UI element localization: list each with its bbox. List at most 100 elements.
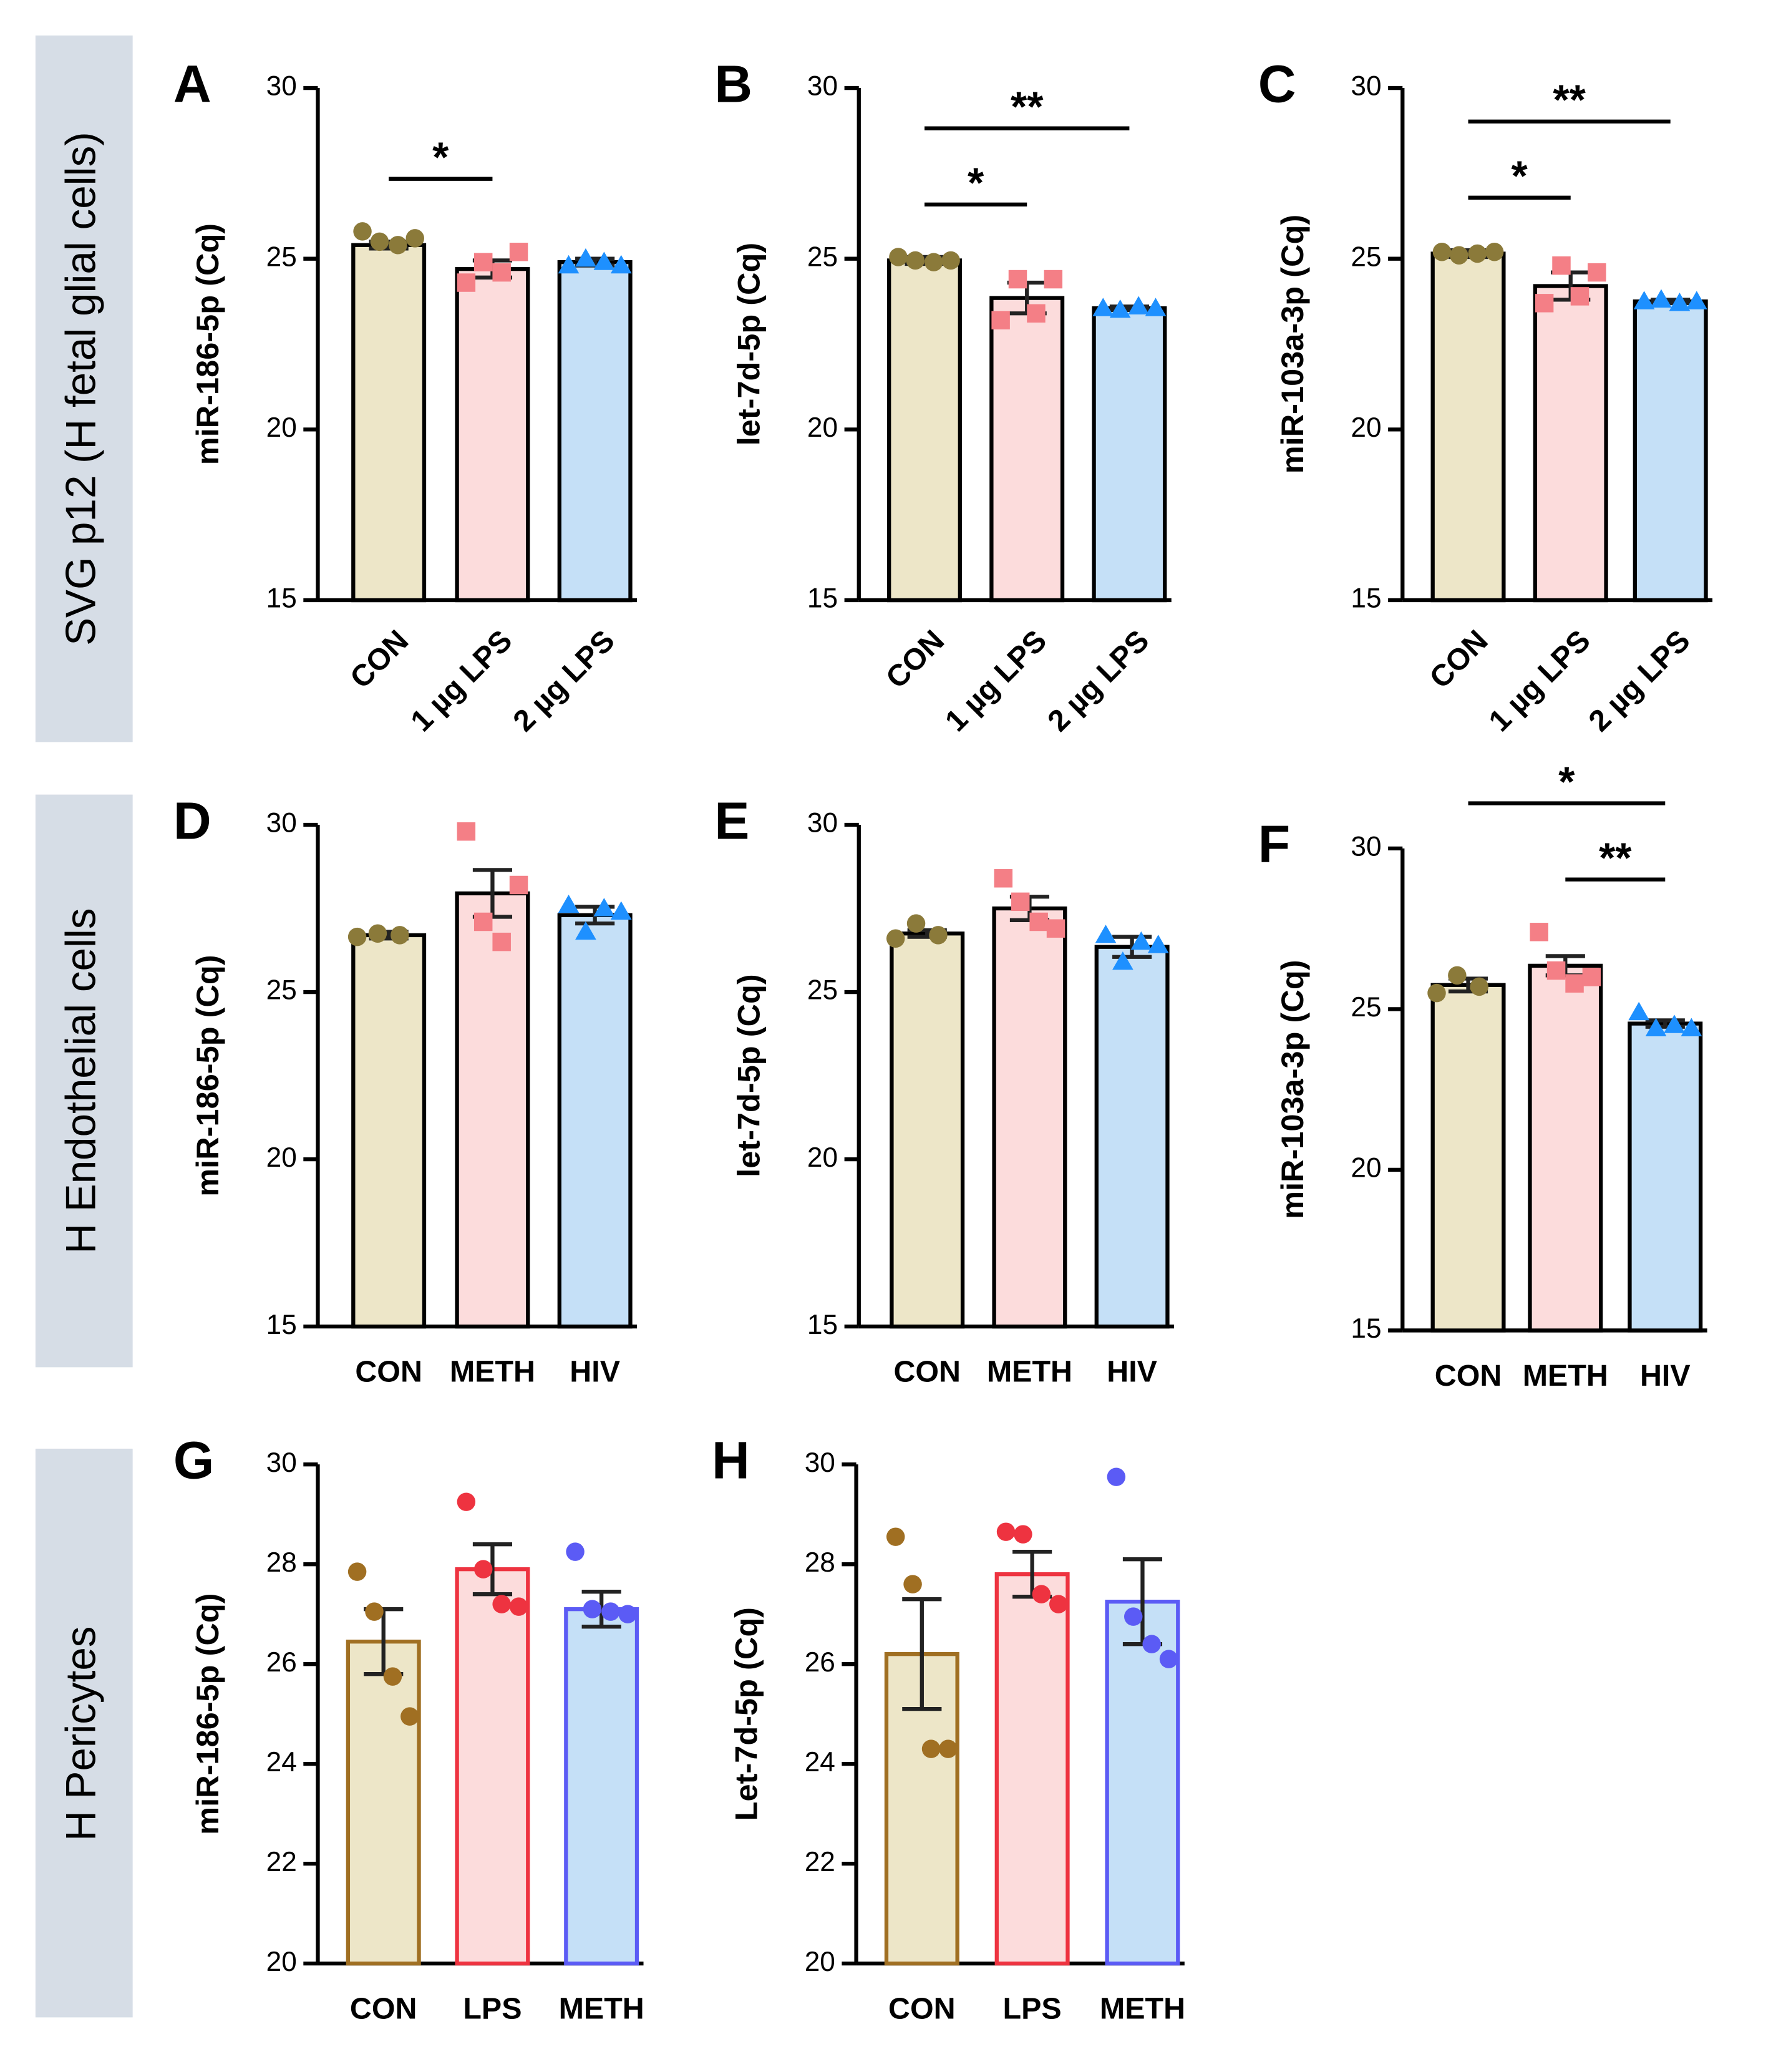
data-point <box>405 229 424 248</box>
data-point <box>903 1575 922 1593</box>
data-point <box>1027 304 1046 323</box>
data-point <box>347 927 367 946</box>
data-point <box>1109 299 1131 318</box>
bar <box>1094 945 1170 1329</box>
row-label: SVG p12 (H fetal glial cells) <box>58 132 105 646</box>
data-point <box>886 929 905 948</box>
data-point <box>457 1492 476 1511</box>
data-point <box>1159 1650 1178 1668</box>
data-point <box>492 1595 511 1613</box>
y-tick-label: 15 <box>807 583 838 614</box>
significance-label: * <box>968 160 984 207</box>
y-tick-label: 25 <box>1351 992 1381 1023</box>
x-tick-label: CON <box>355 1355 422 1389</box>
y-axis-label: miR-103a-3p (Cq) <box>1274 215 1310 474</box>
data-point <box>368 924 387 943</box>
y-axis-label: let-7d-5p (Cq) <box>730 243 766 446</box>
data-point <box>389 236 407 255</box>
data-point <box>1448 966 1467 985</box>
data-point <box>1147 935 1169 953</box>
y-tick-label: 28 <box>805 1547 835 1578</box>
row-label-box <box>35 35 133 742</box>
significance-label: ** <box>1599 835 1632 882</box>
data-point <box>1588 263 1606 282</box>
data-point <box>1470 977 1488 996</box>
y-tick-label: 20 <box>266 1947 297 1977</box>
data-point <box>1686 291 1707 309</box>
y-tick-label: 30 <box>807 71 838 102</box>
y-tick-label: 20 <box>1351 1153 1381 1184</box>
data-point <box>939 1739 958 1758</box>
data-point <box>1130 931 1152 950</box>
data-point <box>1427 983 1446 1003</box>
bar <box>564 1607 639 1966</box>
data-point <box>1046 919 1065 938</box>
data-point <box>1049 1595 1068 1613</box>
x-tick-label: LPS <box>463 1992 522 2026</box>
data-point <box>1014 1525 1032 1544</box>
data-point <box>1029 912 1048 931</box>
data-point <box>558 894 580 913</box>
bar <box>1633 299 1708 603</box>
data-point <box>1681 1018 1702 1036</box>
data-point <box>886 1527 905 1546</box>
y-tick-label: 30 <box>266 808 297 839</box>
x-tick-label: METH <box>1523 1359 1608 1393</box>
data-point <box>1485 243 1504 261</box>
panel-label: G <box>173 1431 214 1489</box>
data-point <box>473 253 493 271</box>
x-tick-label: 1 µg LPS <box>939 624 1053 738</box>
bar <box>351 243 427 603</box>
y-tick-label: 25 <box>807 241 838 272</box>
data-point <box>347 1562 367 1581</box>
data-point <box>365 1602 384 1621</box>
data-point <box>383 1667 402 1686</box>
bar <box>455 266 530 603</box>
significance-label: ** <box>1011 84 1044 130</box>
data-point <box>457 273 476 292</box>
data-point <box>610 901 632 920</box>
x-tick-label: CON <box>888 1992 956 2026</box>
data-point <box>610 255 632 274</box>
significance-label: * <box>1558 759 1575 805</box>
data-point <box>575 248 596 267</box>
y-tick-label: 26 <box>805 1647 835 1678</box>
data-point <box>1565 974 1584 993</box>
data-point <box>370 232 389 251</box>
data-point <box>492 932 511 951</box>
bar <box>992 906 1067 1329</box>
panel-label: F <box>1258 815 1290 873</box>
row-label: H Pericytes <box>58 1627 105 1841</box>
data-point <box>941 251 960 270</box>
bar <box>890 931 965 1329</box>
bar <box>346 1640 421 1966</box>
data-point <box>391 926 409 945</box>
bar <box>994 1572 1070 1966</box>
data-point <box>929 926 948 945</box>
y-tick-label: 25 <box>266 241 297 272</box>
y-tick-label: 30 <box>266 71 297 102</box>
data-point <box>1011 892 1030 912</box>
bar <box>1628 1021 1703 1333</box>
bar <box>887 258 963 603</box>
data-point <box>1044 270 1063 289</box>
panel-label: D <box>173 791 211 850</box>
data-point <box>473 1560 493 1578</box>
x-tick-label: CON <box>344 624 415 695</box>
data-point <box>1107 1467 1126 1486</box>
data-point <box>558 255 580 274</box>
y-axis-label: miR-103a-3p (Cq) <box>1274 960 1310 1218</box>
panel-label: H <box>712 1431 750 1489</box>
y-tick-label: 20 <box>1351 412 1381 443</box>
data-point <box>1530 923 1548 941</box>
y-tick-label: 30 <box>807 808 838 839</box>
data-point <box>1468 244 1487 263</box>
data-point <box>1124 1607 1143 1626</box>
bar <box>1430 251 1506 603</box>
y-tick-label: 25 <box>807 975 838 1006</box>
y-tick-label: 20 <box>266 1142 297 1173</box>
data-point <box>906 251 925 270</box>
bar <box>455 1567 530 1966</box>
x-tick-label: LPS <box>1003 1992 1062 2026</box>
